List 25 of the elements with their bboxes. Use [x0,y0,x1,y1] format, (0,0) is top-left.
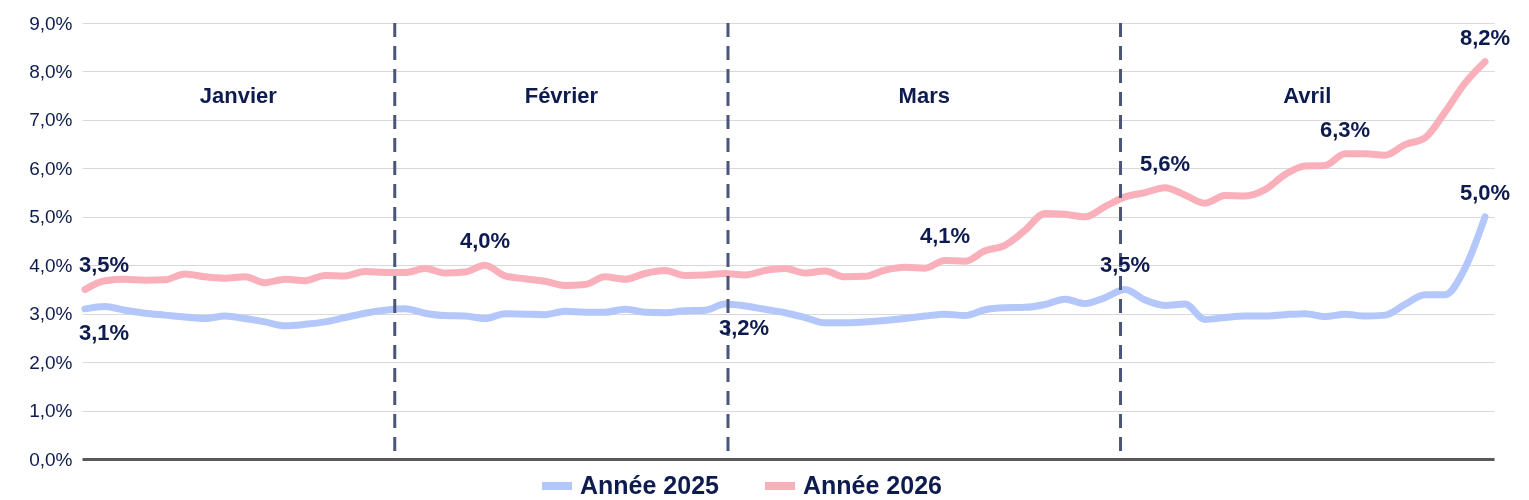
annotation: Avril [1283,83,1332,108]
y-tick-label: 7,0% [29,109,73,131]
y-tick-label: 0,0% [29,448,73,470]
data-label: 3,5% [79,252,130,278]
y-tick-label: 8,0% [29,60,73,82]
data-label: 8,2% [1459,24,1511,50]
y-tick-label: 1,0% [29,400,73,422]
y-tick-label: 9,0% [29,12,73,34]
legend-label: Année 2025 [580,471,720,499]
annotation: Février [524,83,599,108]
data-label: 5,6% [1139,150,1191,176]
data-label: 5,0% [1459,179,1511,205]
legend-label: Année 2026 [803,471,942,499]
annotation: Mars [898,83,950,108]
data-label: 4,0% [459,228,511,254]
y-tick-label: 6,0% [29,157,73,179]
y-tick-label: 5,0% [29,206,73,228]
annotation: Janvier [199,83,278,108]
y-tick-label: 2,0% [29,351,73,373]
y-tick-label: 3,0% [29,303,73,325]
data-label: 6,3% [1319,116,1371,142]
data-label: 3,5% [1099,252,1151,278]
y-tick-label: 4,0% [29,254,73,276]
data-label: 3,1% [79,319,130,345]
data-label: 4,1% [919,223,971,249]
